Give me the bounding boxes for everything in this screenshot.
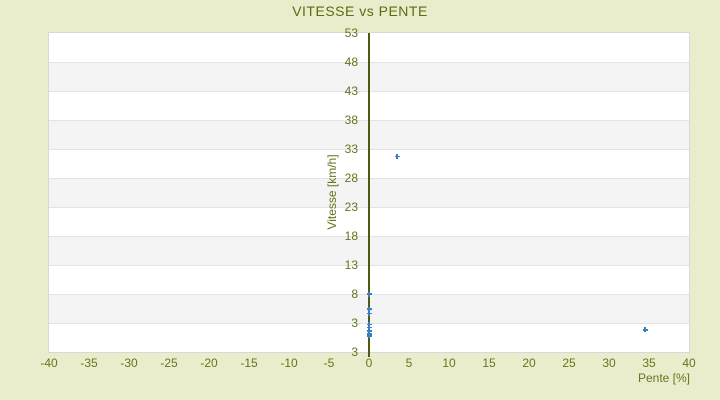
y-tick-label: 18 bbox=[344, 229, 358, 243]
data-point-marker bbox=[366, 328, 372, 334]
x-tick-label: 20 bbox=[522, 356, 536, 370]
data-point-marker bbox=[366, 291, 372, 297]
data-point-marker bbox=[642, 327, 648, 333]
x-zero-tick bbox=[368, 352, 370, 357]
x-tick-label: -35 bbox=[80, 356, 98, 370]
x-tick-label: 30 bbox=[602, 356, 616, 370]
data-point-marker bbox=[394, 154, 400, 160]
x-tick-label: -10 bbox=[280, 356, 298, 370]
data-point-marker bbox=[366, 333, 372, 339]
x-tick-label: 40 bbox=[682, 356, 696, 370]
x-tick-label: 0 bbox=[365, 356, 373, 370]
x-tick-label: 5 bbox=[405, 356, 413, 370]
y-tick-label: 3 bbox=[351, 316, 358, 330]
x-tick-label: -20 bbox=[200, 356, 218, 370]
x-tick-label: -15 bbox=[240, 356, 258, 370]
plot-area bbox=[48, 32, 690, 353]
page-title: VITESSE vs PENTE bbox=[292, 3, 428, 19]
x-tick-label: 25 bbox=[562, 356, 576, 370]
x-tick-label: -40 bbox=[40, 356, 58, 370]
y-tick-label: 3 bbox=[351, 345, 358, 359]
x-tick-label: 10 bbox=[442, 356, 456, 370]
x-axis-title: Pente [%] bbox=[637, 371, 690, 385]
x-tick-label: -30 bbox=[120, 356, 138, 370]
y-axis-line bbox=[368, 33, 370, 352]
x-tick-label: 15 bbox=[482, 356, 496, 370]
y-tick-label: 43 bbox=[344, 84, 358, 98]
x-tick-label: 35 bbox=[642, 356, 656, 370]
data-point-marker bbox=[366, 306, 372, 312]
y-tick-label: 8 bbox=[351, 287, 358, 301]
y-tick-label: 53 bbox=[344, 26, 358, 40]
y-tick-label: 33 bbox=[344, 142, 358, 156]
y-tick-label: 23 bbox=[344, 200, 358, 214]
data-point-marker bbox=[366, 322, 372, 328]
data-point-marker bbox=[366, 311, 372, 317]
y-axis-title: Vitesse [km/h] bbox=[325, 154, 339, 230]
y-tick-label: 13 bbox=[344, 258, 358, 272]
x-tick-label: -25 bbox=[160, 356, 178, 370]
y-tick-label: 48 bbox=[344, 55, 358, 69]
y-tick-label: 28 bbox=[344, 171, 358, 185]
data-point-marker bbox=[366, 325, 372, 331]
y-tick-label: 38 bbox=[344, 113, 358, 127]
x-tick-label: -5 bbox=[323, 356, 335, 370]
